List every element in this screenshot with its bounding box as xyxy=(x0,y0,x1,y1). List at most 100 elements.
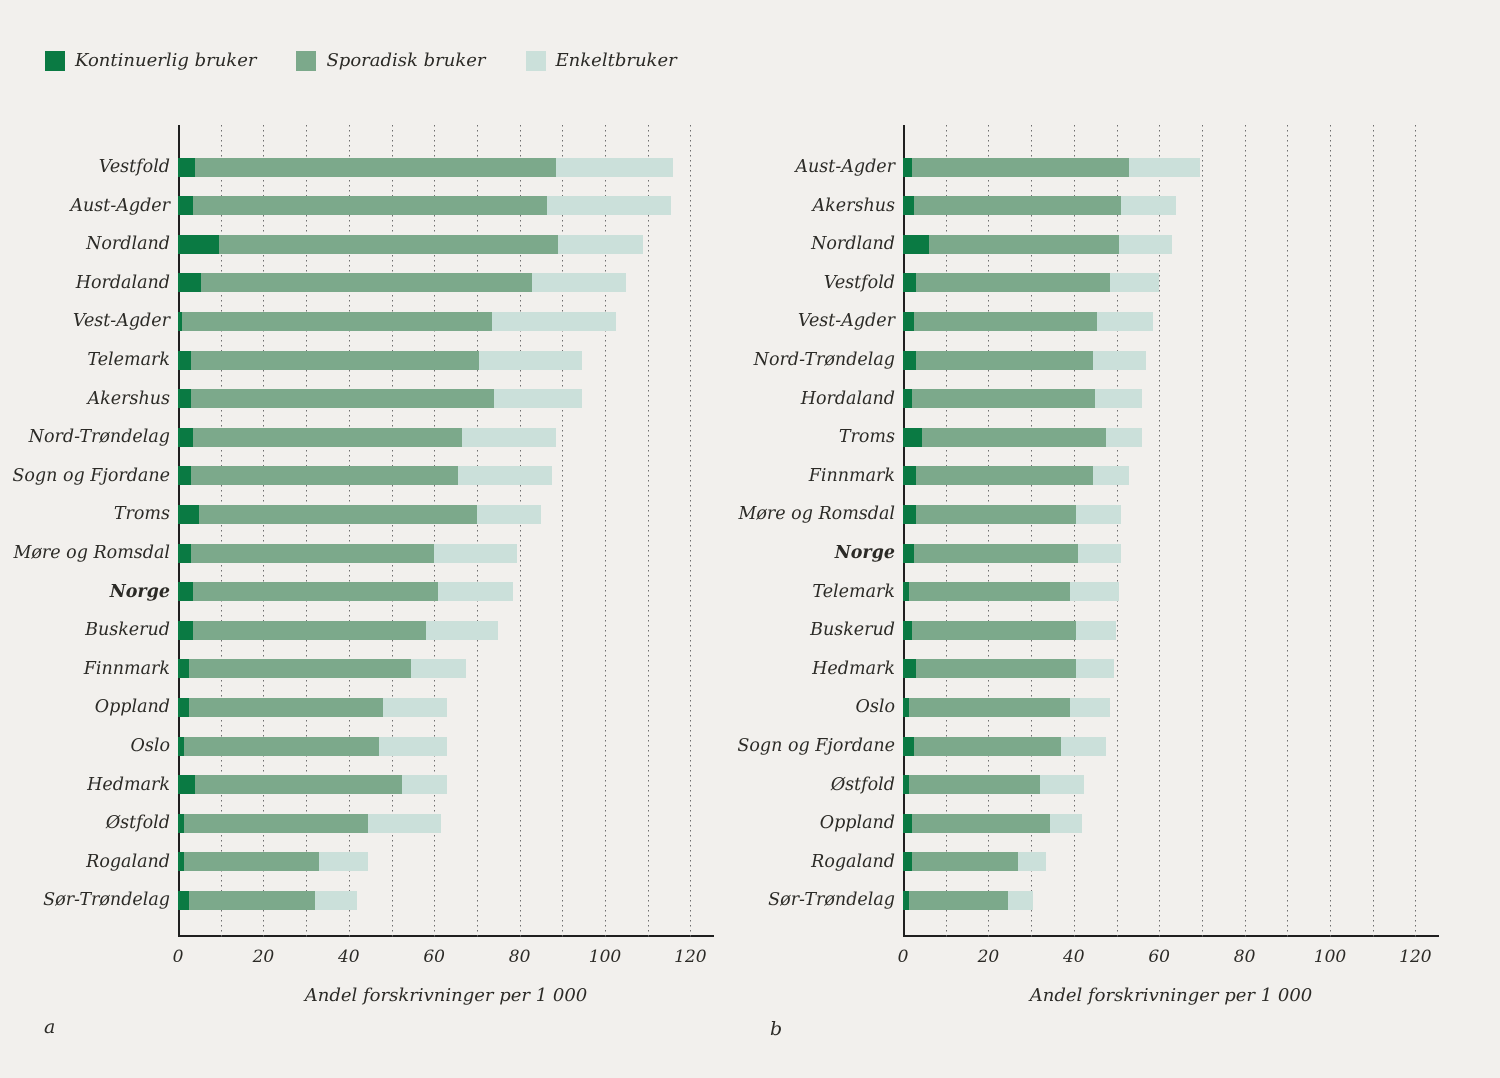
gridline xyxy=(1073,125,1075,937)
bar-segment-enkeltbruker xyxy=(1007,890,1034,910)
bar-segment-kontinuerlig xyxy=(903,697,910,717)
bar-segment-enkeltbruker xyxy=(402,775,447,795)
category-label: Rogaland xyxy=(811,851,895,872)
gridline xyxy=(690,125,692,937)
category-label: Rogaland xyxy=(86,851,170,872)
bar-segment-sporadisk xyxy=(928,234,1119,254)
bar-segment-kontinuerlig xyxy=(903,466,916,486)
bar-segment-sporadisk xyxy=(913,543,1079,563)
bar-segment-kontinuerlig xyxy=(178,427,193,447)
legend-label: Sporadisk bruker xyxy=(326,50,486,71)
bar-segment-sporadisk xyxy=(913,736,1061,756)
category-label: Finnmark xyxy=(83,658,170,679)
category-label: Vestfold xyxy=(98,157,170,177)
bar-segment-kontinuerlig xyxy=(903,852,912,872)
bar-segment-kontinuerlig xyxy=(903,813,912,833)
bar-segment-kontinuerlig xyxy=(903,736,914,756)
bar-segment-kontinuerlig xyxy=(178,311,183,331)
legend-item-kontinuerlig: Kontinuerlig bruker xyxy=(45,50,256,71)
bar-segment-kontinuerlig xyxy=(178,813,185,833)
bar-segment-sporadisk xyxy=(911,852,1019,872)
category-label: Norge xyxy=(834,543,895,563)
category-label: Sør-Trøndelag xyxy=(43,890,170,911)
bar-segment-enkeltbruker xyxy=(1097,311,1153,331)
gridline xyxy=(1031,125,1033,937)
bar-segment-sporadisk xyxy=(188,697,383,717)
gridline xyxy=(647,125,649,937)
bar-segment-sporadisk xyxy=(915,504,1076,524)
bar-segment-sporadisk xyxy=(195,775,403,795)
bar-segment-enkeltbruker xyxy=(314,890,358,910)
x-tick-label: 80 xyxy=(1233,947,1256,967)
bar-segment-kontinuerlig xyxy=(178,890,189,910)
category-label: Møre og Romsdal xyxy=(738,504,895,525)
bar-segment-sporadisk xyxy=(915,273,1111,293)
bar-segment-kontinuerlig xyxy=(178,697,189,717)
bar-segment-sporadisk xyxy=(915,466,1093,486)
bar-segment-sporadisk xyxy=(909,775,1040,795)
x-tick-label: 20 xyxy=(977,947,1000,967)
kontinuerlig-swatch-icon xyxy=(45,50,65,71)
bar-segment-sporadisk xyxy=(911,620,1076,640)
bar-segment-enkeltbruker xyxy=(368,813,441,833)
category-label: Nord-Trøndelag xyxy=(753,350,895,370)
bar-segment-sporadisk xyxy=(915,659,1076,679)
bar-segment-enkeltbruker xyxy=(491,311,616,331)
category-label: Oppland xyxy=(94,697,170,718)
bar-segment-kontinuerlig xyxy=(178,157,196,177)
gridline xyxy=(945,125,947,937)
category-label: Vest-Agder xyxy=(797,311,895,332)
category-label: Sogn og Fjordane xyxy=(12,465,170,486)
bar-segment-kontinuerlig xyxy=(903,234,929,254)
bar-segment-sporadisk xyxy=(192,427,462,447)
bar-segment-enkeltbruker xyxy=(1039,775,1085,795)
x-tick-label: 40 xyxy=(1062,947,1085,967)
bar-segment-sporadisk xyxy=(188,890,315,910)
bar-segment-enkeltbruker xyxy=(532,273,627,293)
bar-segment-kontinuerlig xyxy=(903,350,916,370)
bar-segment-kontinuerlig xyxy=(178,543,191,563)
bar-segment-sporadisk xyxy=(909,582,1070,602)
bar-segment-sporadisk xyxy=(184,852,319,872)
x-tick-label: 60 xyxy=(1148,947,1171,967)
bar-segment-kontinuerlig xyxy=(903,157,912,177)
gridline xyxy=(1287,125,1289,937)
bar-segment-sporadisk xyxy=(195,157,556,177)
bar-segment-sporadisk xyxy=(913,196,1121,216)
bar-segment-kontinuerlig xyxy=(903,620,912,640)
bar-segment-kontinuerlig xyxy=(903,659,916,679)
bar-segment-kontinuerlig xyxy=(178,196,193,216)
bar-segment-kontinuerlig xyxy=(903,504,916,524)
bar-segment-enkeltbruker xyxy=(1069,697,1111,717)
bar-segment-kontinuerlig xyxy=(903,890,910,910)
category-label: Hordaland xyxy=(800,388,895,409)
bar-segment-kontinuerlig xyxy=(903,427,923,447)
bar-segment-kontinuerlig xyxy=(903,543,914,563)
bar-segment-enkeltbruker xyxy=(461,427,556,447)
bar-segment-sporadisk xyxy=(190,466,458,486)
bar-segment-sporadisk xyxy=(218,234,559,254)
bar-segment-sporadisk xyxy=(911,389,1096,409)
gridline xyxy=(988,125,990,937)
gridline xyxy=(605,125,606,937)
category-label: Vest-Agder xyxy=(72,311,170,332)
bar-segment-enkeltbruker xyxy=(410,659,467,679)
bar-segment-enkeltbruker xyxy=(1129,157,1200,177)
bar-segment-enkeltbruker xyxy=(1078,543,1121,563)
x-tick-label: 40 xyxy=(337,947,360,967)
category-label: Hedmark xyxy=(87,774,170,795)
bar-segment-sporadisk xyxy=(201,273,533,293)
bar-segment-enkeltbruker xyxy=(1093,466,1130,486)
category-label: Aust-Agder xyxy=(795,157,895,177)
bar-segment-enkeltbruker xyxy=(1018,852,1047,872)
bar-segment-enkeltbruker xyxy=(1060,736,1106,756)
category-label: Østfold xyxy=(830,774,895,795)
bar-segment-kontinuerlig xyxy=(178,504,200,524)
category-label: Finnmark xyxy=(808,465,895,486)
bar-segment-enkeltbruker xyxy=(1105,427,1143,447)
bar-segment-enkeltbruker xyxy=(1075,659,1115,679)
category-label: Hordaland xyxy=(75,272,170,293)
bar-segment-enkeltbruker xyxy=(493,389,582,409)
